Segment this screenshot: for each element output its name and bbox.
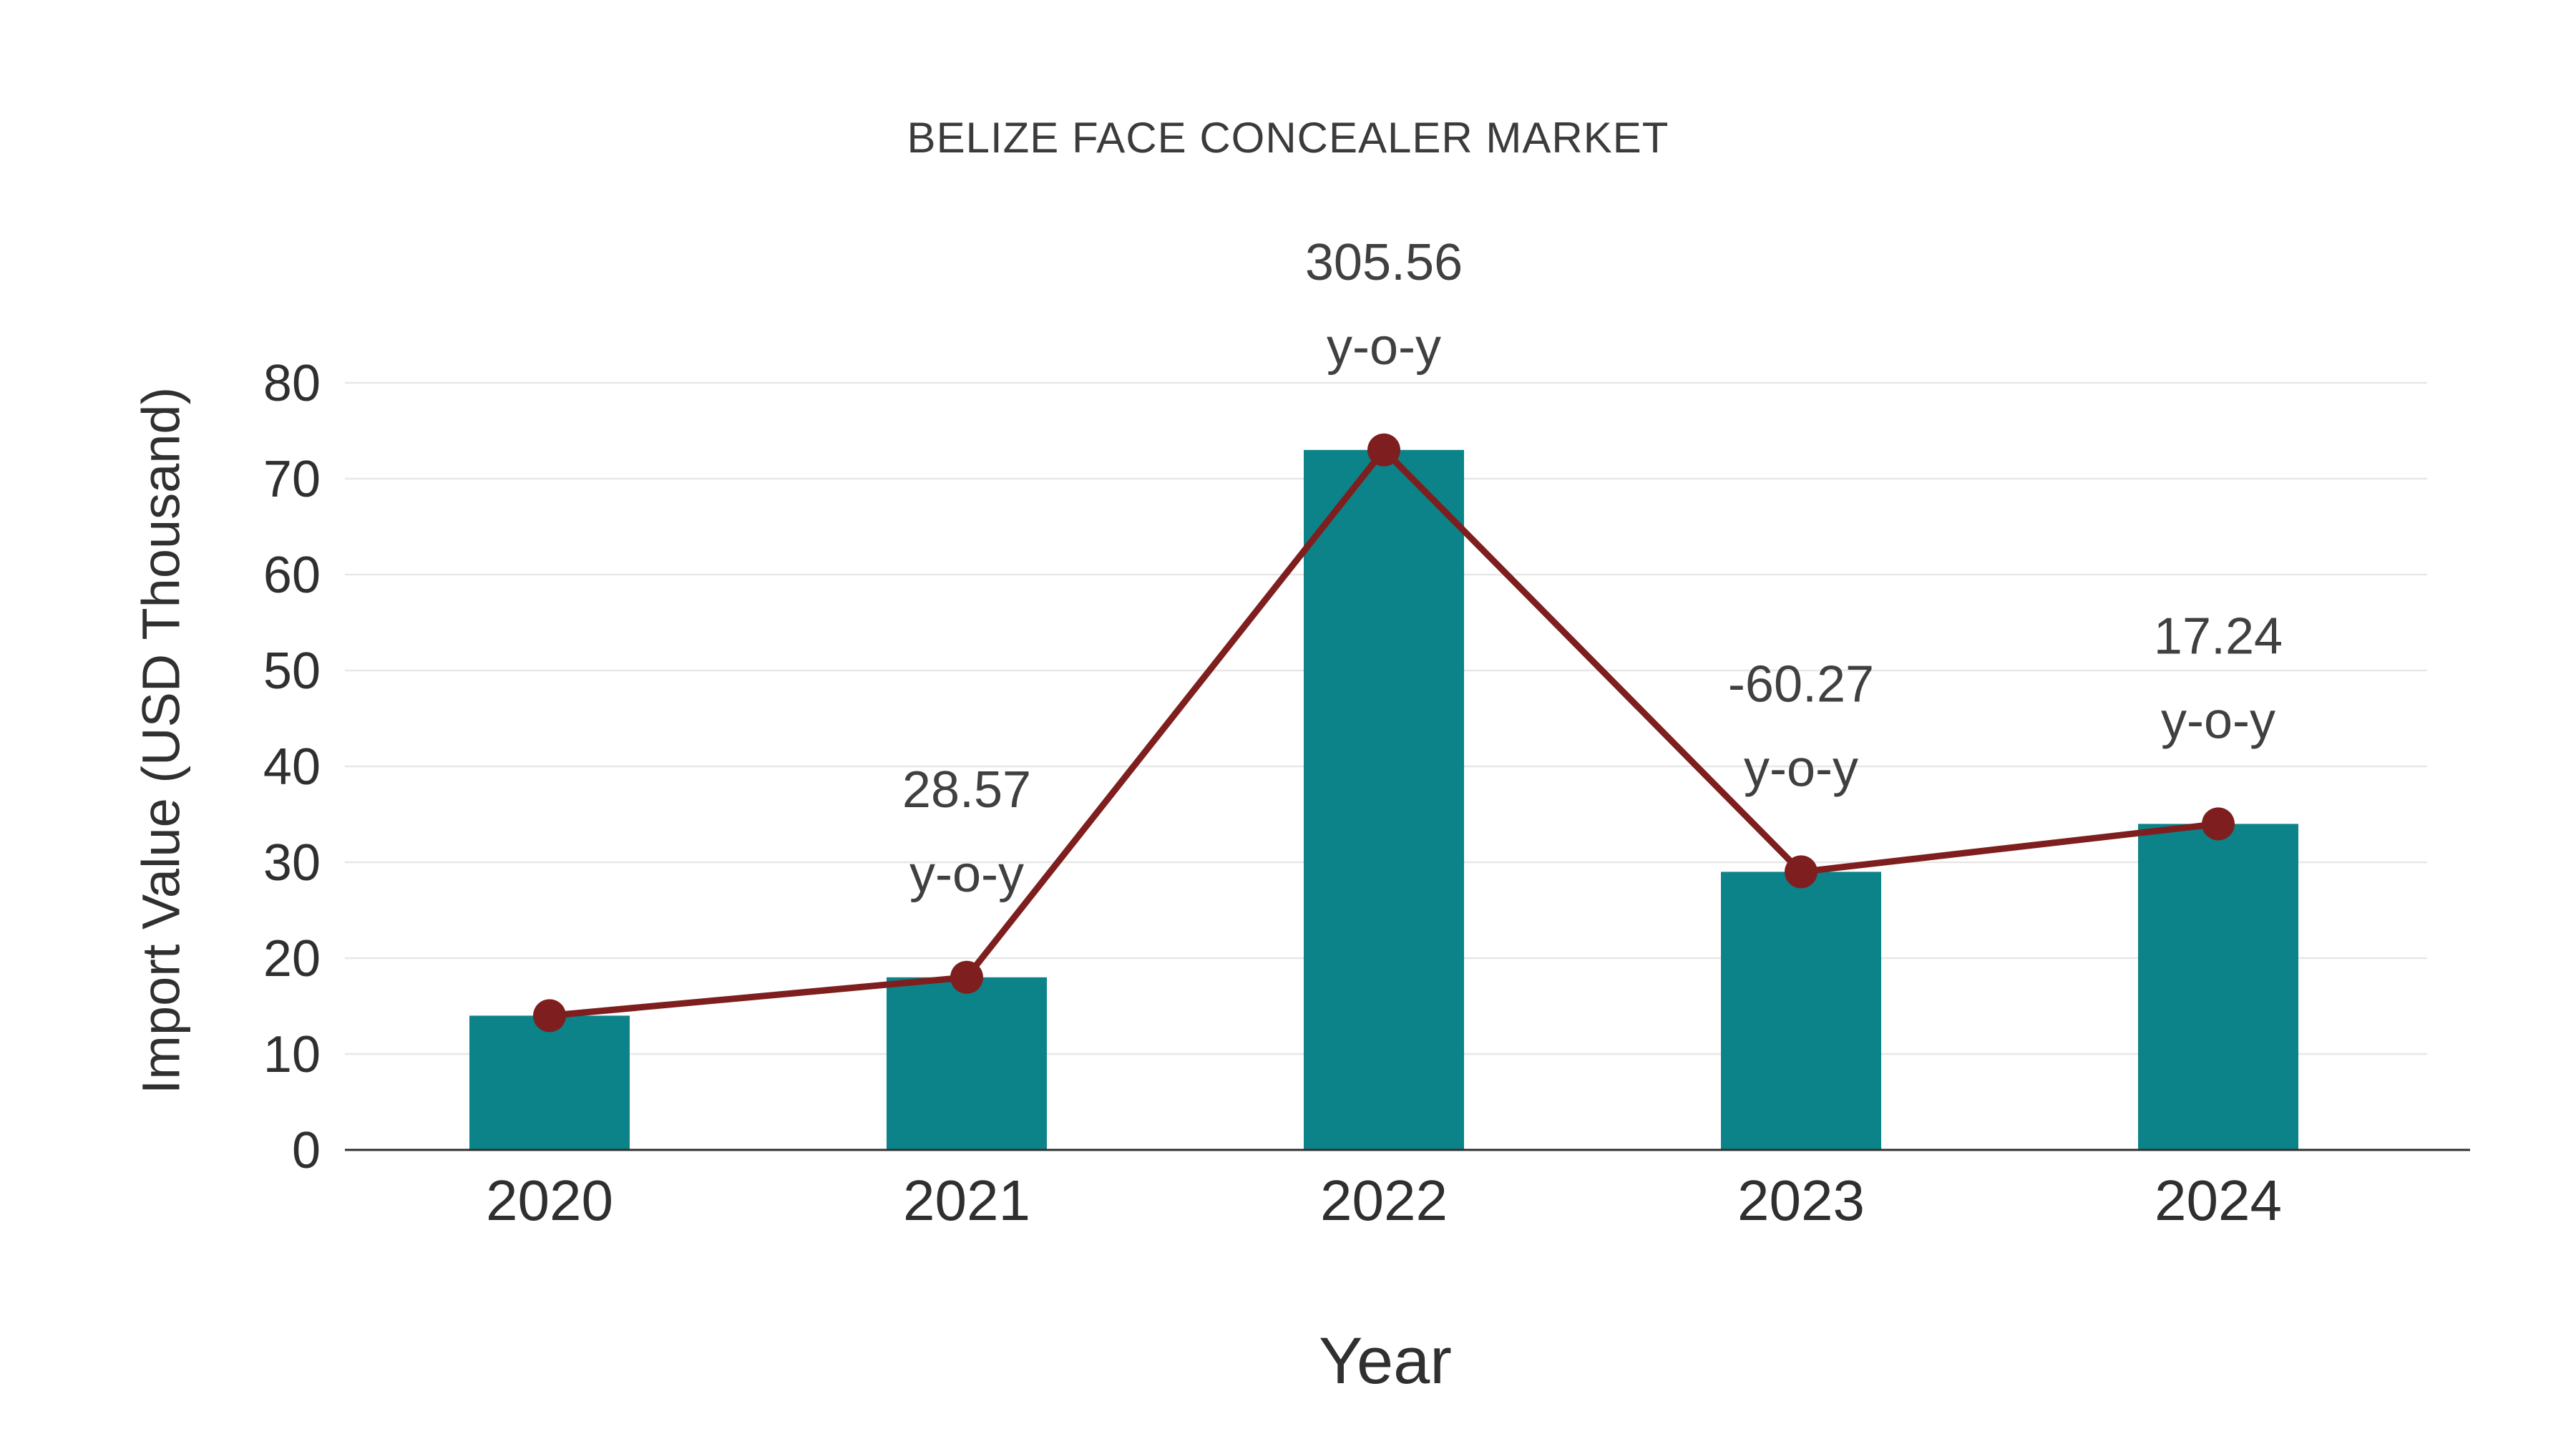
annotation-value-2021: 28.57 — [902, 761, 1031, 819]
annotation-value-2024: 17.24 — [2154, 608, 2283, 665]
y-tick-label-20: 20 — [263, 930, 321, 987]
trend-marker-2020 — [533, 999, 566, 1033]
bar-2021 — [887, 977, 1047, 1150]
bar-2022 — [1304, 449, 1464, 1150]
trend-marker-2024 — [2202, 807, 2235, 841]
x-tick-label-2020: 2020 — [486, 1169, 613, 1232]
bar-2020 — [469, 1015, 630, 1150]
bar-2024 — [2138, 824, 2298, 1150]
annotation-label-2023: y-o-y — [1744, 740, 1858, 797]
x-tick-label-2023: 2023 — [1737, 1169, 1865, 1232]
chart-title: BELIZE FACE CONCEALER MARKET — [907, 114, 1669, 162]
y-tick-label-30: 30 — [263, 834, 321, 892]
x-tick-label-2024: 2024 — [2155, 1169, 2282, 1232]
annotation-value-2023: -60.27 — [1728, 655, 1874, 713]
y-tick-label-50: 50 — [263, 643, 321, 700]
trend-marker-2022 — [1367, 433, 1400, 467]
y-tick-label-0: 0 — [292, 1122, 321, 1179]
trend-marker-2023 — [1785, 855, 1818, 889]
y-tick-label-60: 60 — [263, 547, 321, 604]
bar-2023 — [1721, 872, 1881, 1150]
y-tick-label-70: 70 — [263, 451, 321, 508]
trend-marker-2021 — [950, 960, 983, 994]
annotation-label-2021: y-o-y — [909, 846, 1024, 903]
x-tick-label-2022: 2022 — [1320, 1169, 1448, 1232]
x-tick-label-2021: 2021 — [903, 1169, 1030, 1232]
y-tick-label-40: 40 — [263, 738, 321, 796]
annotation-label-2024: y-o-y — [2161, 692, 2275, 749]
annotation-value-2022: 305.56 — [1305, 234, 1463, 291]
y-tick-label-10: 10 — [263, 1026, 321, 1083]
annotation-label-2022: y-o-y — [1327, 318, 1441, 376]
y-tick-label-80: 80 — [263, 355, 321, 412]
x-axis-label: Year — [1319, 1324, 1452, 1397]
